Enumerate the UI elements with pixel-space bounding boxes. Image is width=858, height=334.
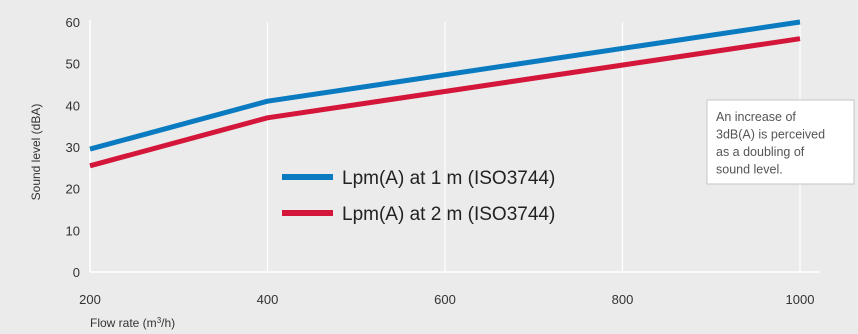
- series-lines: [89, 19, 801, 169]
- legend-label-1: Lpm(A) at 1 m (ISO3744): [342, 168, 555, 189]
- x-tick-label: 600: [434, 292, 456, 307]
- legend: Lpm(A) at 1 m (ISO3744) Lpm(A) at 2 m (IS…: [282, 168, 555, 225]
- annotation-box: An increase of 3dB(A) is perceived as a do…: [706, 99, 855, 185]
- series-line-2: [89, 36, 801, 169]
- y-tick-label: 20: [66, 182, 80, 197]
- annotation-line: An increase of: [716, 110, 796, 124]
- x-tick-label: 1000: [786, 292, 815, 307]
- x-tick-label: 400: [257, 292, 279, 307]
- x-tick-label: 200: [79, 292, 101, 307]
- y-axis-title: Sound level (dBA): [29, 104, 43, 201]
- annotation-line: as a doubling of: [716, 145, 805, 159]
- annotation-frame: [706, 99, 855, 185]
- x-tick-label: 800: [612, 292, 634, 307]
- annotation-line: 3dB(A) is perceived: [716, 128, 825, 142]
- y-tick-label: 40: [66, 98, 80, 113]
- y-tick-label: 60: [66, 15, 80, 30]
- series-line-1: [89, 19, 801, 152]
- y-tick-label: 30: [66, 140, 80, 155]
- x-axis-title: Flow rate (m3/h): [90, 316, 175, 331]
- axes: 200 400 600 800 1000 0 10 20 30 40 50 60 Flow rate (…: [29, 15, 820, 330]
- y-tick-label: 0: [73, 265, 80, 280]
- annotation-line: sound level.: [716, 163, 783, 177]
- y-tick-label: 10: [66, 223, 80, 238]
- y-tick-label: 50: [66, 57, 80, 72]
- legend-label-2: Lpm(A) at 2 m (ISO3744): [342, 204, 555, 225]
